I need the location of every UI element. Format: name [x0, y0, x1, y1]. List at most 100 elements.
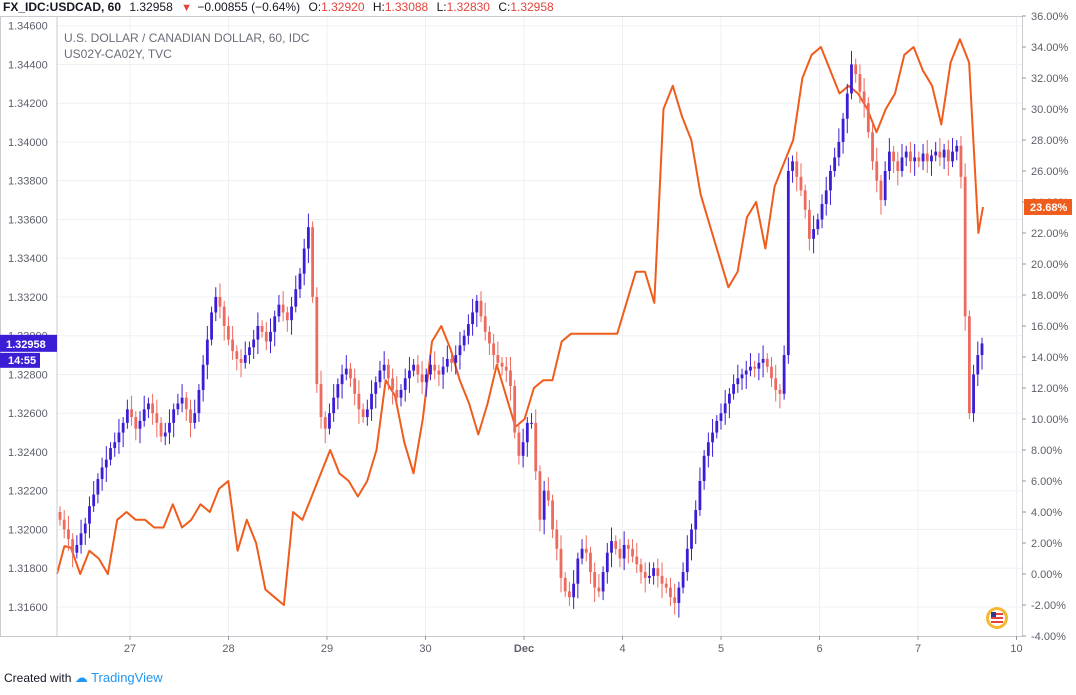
candle-body — [572, 583, 576, 598]
x-tick-label: Dec — [514, 643, 534, 655]
candle-body — [466, 324, 470, 336]
left-tick-label: 1.32800 — [8, 369, 48, 381]
candle-body — [441, 366, 445, 375]
price-tags: 1.32958 14:55 23.68% — [0, 198, 1072, 368]
ohlc-close-value: 1.32958 — [510, 0, 554, 14]
candle-body — [829, 171, 832, 191]
candle-body — [551, 500, 554, 530]
left-tick-label: 1.34400 — [8, 59, 48, 71]
x-tick-label: 6 — [816, 643, 822, 655]
candle-body — [323, 417, 327, 429]
candle-body — [660, 575, 664, 584]
left-price-tag-label: 1.32958 — [6, 339, 46, 351]
candle-body — [955, 145, 959, 152]
candle-body — [349, 368, 352, 379]
candle-body — [837, 141, 841, 158]
candle-body — [698, 481, 702, 511]
candle-body — [635, 556, 639, 565]
footer: Created with ☁ TradingView — [4, 670, 163, 686]
candle-body — [757, 362, 761, 369]
candle-body — [416, 364, 420, 375]
candle-body — [816, 219, 820, 230]
candle-body — [774, 378, 778, 390]
candle-body — [694, 510, 698, 530]
candle-body — [256, 326, 260, 340]
ohlc-high: H:1.33088 — [373, 0, 428, 14]
candle-body — [155, 413, 159, 423]
right-tick-label: 30.00% — [1031, 104, 1069, 116]
candle-body — [963, 176, 967, 317]
right-percent-tag — [1024, 198, 1072, 215]
x-tick-label: 4 — [619, 643, 625, 655]
candle-body — [100, 467, 104, 480]
time-axis[interactable]: 27 28 29 30 Dec 4 5 6 7 10 — [124, 636, 1023, 655]
candle-body — [736, 378, 740, 385]
candle-body — [433, 364, 437, 371]
candle-body — [252, 339, 256, 348]
candle-body — [824, 190, 828, 204]
candle-body — [117, 432, 121, 443]
candle-body — [496, 355, 500, 363]
x-tick-label: 27 — [124, 643, 136, 655]
candle-body — [163, 432, 167, 437]
right-tick-label: 32.00% — [1031, 73, 1069, 85]
candle-body — [479, 300, 483, 317]
legend-compare-series[interactable]: US02Y-CA02Y, TVC — [64, 47, 172, 61]
candle-body — [732, 384, 736, 394]
candle-body — [353, 378, 357, 394]
candle-body — [454, 355, 458, 363]
candle-body — [319, 384, 323, 418]
candle-body — [967, 316, 971, 414]
candle-body — [475, 300, 479, 313]
candle-body — [277, 304, 281, 317]
candle-body — [534, 422, 538, 472]
right-tick-label: 34.00% — [1031, 42, 1069, 54]
left-tick-label: 1.31800 — [8, 563, 48, 575]
left-price-axis[interactable]: 1.34600 1.34400 1.34200 1.34000 1.33800 1.336… — [8, 16, 58, 636]
candle-body — [168, 422, 171, 433]
candle-body — [340, 374, 344, 385]
candle-body — [332, 397, 336, 414]
ohlc-high-label: H: — [372, 0, 385, 14]
candle-body — [458, 345, 462, 356]
candle-body — [639, 564, 643, 573]
candle-body — [690, 529, 693, 549]
left-tick-label: 1.32000 — [8, 524, 48, 536]
right-percent-axis[interactable]: 36.00%34.00%32.00%30.00%28.00%26.00%24.0… — [1022, 11, 1069, 643]
candle-body — [399, 389, 403, 398]
ohlc-low-label: L: — [436, 0, 447, 14]
candle-body — [315, 296, 319, 385]
candle-body — [113, 442, 117, 449]
candle-body — [294, 289, 298, 307]
left-tick-label: 1.34600 — [8, 21, 48, 33]
legend-main-series[interactable]: U.S. DOLLAR / CANADIAN DOLLAR, 60, IDC — [64, 31, 310, 45]
candle-body — [121, 422, 125, 433]
left-tick-label: 1.32200 — [8, 486, 48, 498]
candle-body — [900, 157, 904, 171]
tradingview-logo-icon[interactable]: ☁ — [74, 670, 88, 685]
right-tick-label: 28.00% — [1031, 135, 1069, 147]
candle-body — [723, 403, 727, 414]
tradingview-brand[interactable]: TradingView — [91, 670, 163, 685]
candle-body — [517, 432, 521, 456]
candle-body — [942, 149, 946, 158]
candle-body — [147, 403, 150, 410]
right-tick-label: -4.00% — [1031, 631, 1066, 643]
candle-body — [871, 132, 874, 162]
flag-icon[interactable] — [986, 607, 1008, 629]
candle-body — [504, 366, 508, 371]
spread-series — [56, 38, 984, 606]
right-tick-label: 6.00% — [1031, 476, 1062, 488]
candle-body — [753, 366, 757, 369]
candle-body — [138, 420, 142, 429]
candle-body — [626, 544, 630, 549]
candle-body — [391, 378, 394, 390]
symbol-label[interactable]: FX_IDC:USDCAD, 60 — [3, 0, 122, 14]
right-tick-label: 14.00% — [1031, 352, 1069, 364]
candle-body — [761, 358, 765, 363]
right-tick-label: -2.00% — [1031, 600, 1066, 612]
candle-body — [812, 229, 815, 239]
left-tick-label: 1.33200 — [8, 292, 48, 304]
candle-body — [597, 587, 601, 592]
